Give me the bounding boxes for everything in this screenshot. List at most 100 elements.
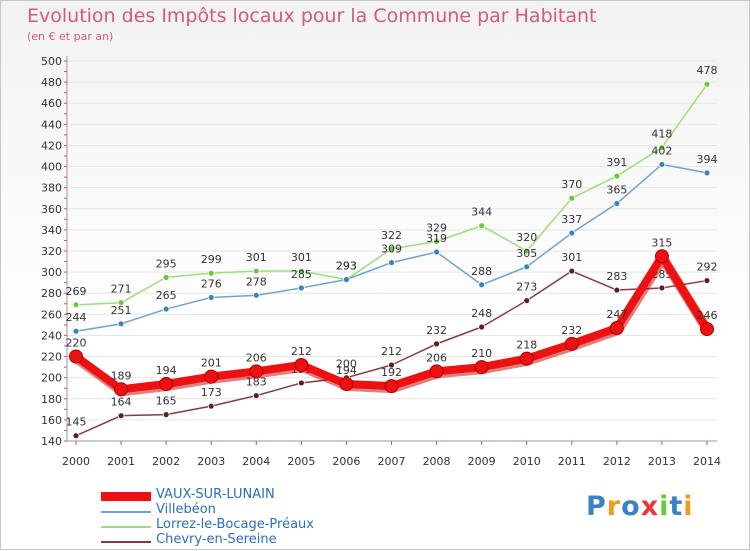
data-label: 189 xyxy=(111,369,132,382)
data-label: 278 xyxy=(246,275,267,288)
data-label: 276 xyxy=(201,277,222,290)
data-label: 192 xyxy=(381,366,402,379)
logo-letter: t xyxy=(669,491,684,522)
x-tick-label: 2010 xyxy=(513,455,541,468)
logo-letter: P xyxy=(586,491,607,522)
data-label: 370 xyxy=(561,178,582,191)
data-point xyxy=(388,361,395,369)
data-point xyxy=(613,286,621,294)
x-tick-label: 2008 xyxy=(423,455,451,468)
logo-letter: x xyxy=(640,491,660,522)
data-point xyxy=(117,299,125,307)
y-tick-label: 400 xyxy=(41,161,62,174)
x-tick-label: 2009 xyxy=(468,455,496,468)
data-label: 320 xyxy=(516,231,537,244)
data-point xyxy=(343,276,350,283)
x-tick-label: 2000 xyxy=(62,455,90,468)
data-point xyxy=(613,172,621,180)
logo-letter: o xyxy=(621,491,641,522)
data-point xyxy=(207,294,215,301)
data-point xyxy=(162,273,170,281)
y-tick-label: 360 xyxy=(41,203,62,216)
data-point xyxy=(207,269,215,277)
x-tick-label: 2003 xyxy=(197,455,225,468)
data-label: 271 xyxy=(111,283,132,296)
data-label: 309 xyxy=(381,243,402,256)
data-point xyxy=(700,322,714,337)
data-point xyxy=(207,402,215,410)
y-tick-label: 420 xyxy=(41,139,62,152)
legend-swatch xyxy=(101,526,151,528)
data-point xyxy=(297,379,305,387)
data-label: 173 xyxy=(201,386,222,399)
y-tick-label: 220 xyxy=(41,351,62,364)
data-label: 365 xyxy=(606,184,627,197)
chart-subtitle: (en € et par an) xyxy=(27,30,114,43)
x-tick-label: 2001 xyxy=(107,455,135,468)
x-tick-label: 2011 xyxy=(558,455,586,468)
data-point xyxy=(117,412,125,420)
y-tick-label: 160 xyxy=(41,414,62,427)
logo-letter: i xyxy=(683,491,694,522)
data-label: 269 xyxy=(66,285,87,298)
data-point xyxy=(523,297,531,305)
data-label: 391 xyxy=(606,156,627,169)
data-label: 301 xyxy=(291,251,312,264)
data-point xyxy=(654,249,669,264)
data-label: 394 xyxy=(697,153,718,166)
x-tick-label: 2005 xyxy=(287,455,315,468)
series-lorrez-le-bocage-pr-aux: 269 271 295 299 301 301 293 322 329 344 320 370 391 4… xyxy=(66,64,718,309)
data-label: 418 xyxy=(651,128,672,141)
data-label: 200 xyxy=(336,358,357,371)
data-point xyxy=(294,358,309,372)
data-label: 402 xyxy=(651,144,672,157)
x-tick-label: 2012 xyxy=(603,455,631,468)
y-tick-label: 300 xyxy=(41,266,62,279)
y-tick-label: 440 xyxy=(41,118,62,131)
data-point xyxy=(72,432,80,440)
x-tick-label: 2006 xyxy=(332,455,360,468)
data-point xyxy=(204,369,219,384)
data-label: 244 xyxy=(66,311,87,324)
data-label: 232 xyxy=(426,324,447,337)
x-tick-label: 2004 xyxy=(242,455,270,468)
data-point xyxy=(568,229,576,237)
data-point xyxy=(384,379,399,394)
legend-swatch xyxy=(101,511,151,513)
data-point xyxy=(478,323,486,331)
data-point xyxy=(568,267,576,275)
data-label: 248 xyxy=(471,307,492,320)
data-label: 283 xyxy=(606,270,627,283)
y-tick-label: 200 xyxy=(41,372,62,385)
data-point xyxy=(523,247,531,255)
legend-swatch xyxy=(101,492,151,501)
y-tick-label: 140 xyxy=(41,435,62,448)
data-label: 194 xyxy=(156,364,177,377)
data-point xyxy=(658,144,666,151)
data-point xyxy=(568,194,576,202)
data-label: 301 xyxy=(246,251,267,264)
logo-letter: r xyxy=(606,491,622,522)
legend-label: Lorrez-le-Bocage-Préaux xyxy=(156,517,314,532)
data-point xyxy=(433,238,440,245)
data-label: 322 xyxy=(381,229,402,242)
legend-label: VAUX-SUR-LUNAIN xyxy=(156,487,275,502)
data-point xyxy=(478,281,486,289)
data-label: 295 xyxy=(156,257,177,270)
data-point xyxy=(433,340,440,348)
data-point xyxy=(72,327,80,335)
legend-label: Villebéon xyxy=(156,502,216,517)
y-tick-label: 260 xyxy=(41,308,62,321)
data-point xyxy=(523,263,531,271)
data-point xyxy=(703,80,711,88)
y-tick-label: 240 xyxy=(41,329,62,342)
chart-title: Evolution des Impôts locaux pour la Comm… xyxy=(27,5,597,27)
data-label: 288 xyxy=(471,265,492,278)
data-label: 265 xyxy=(156,289,177,302)
y-tick-label: 320 xyxy=(41,245,62,258)
data-label: 319 xyxy=(426,232,447,245)
data-label: 212 xyxy=(291,345,312,358)
data-label: 344 xyxy=(471,206,492,219)
logo-letter: i xyxy=(659,491,670,522)
